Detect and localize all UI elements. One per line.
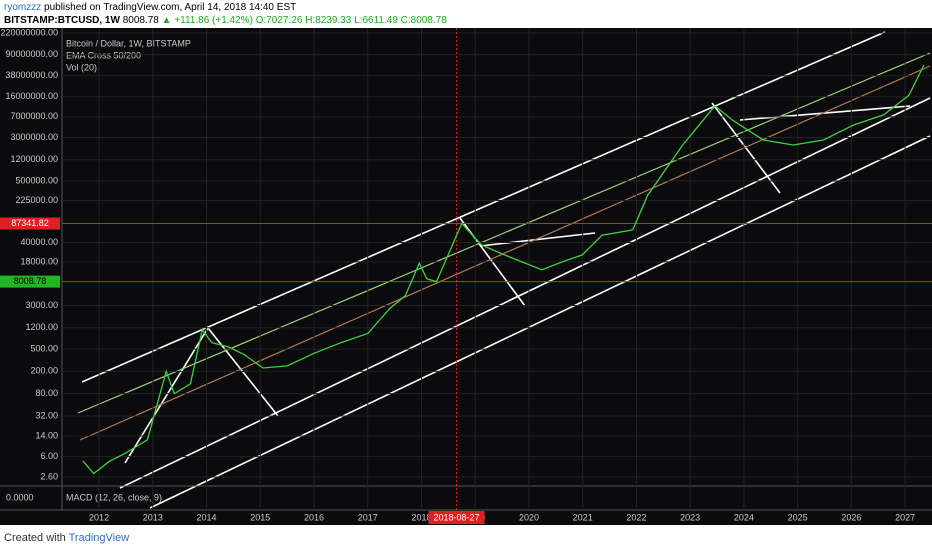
legend-entry: Bitcoin / Dollar, 1W, BITSTAMP (66, 38, 191, 48)
crosshair-date-label: 2018-08-27 (434, 512, 480, 522)
header-line: ryomzzz published on TradingView.com, Ap… (4, 2, 296, 13)
y-tick-label: 7000000.00 (10, 111, 58, 121)
last: 8008.78 (122, 15, 159, 26)
trend-green (77, 52, 931, 414)
y-tick-label: 18000.00 (20, 256, 58, 266)
x-tick-label: 2022 (626, 512, 646, 522)
y-tick-label: 225000.00 (15, 195, 58, 205)
y-tick-label: 500000.00 (15, 175, 58, 185)
channel-low (149, 135, 931, 509)
change-value: +111.86 (+1.42%) (174, 15, 253, 26)
footer: Created with TradingView (4, 532, 129, 544)
y-tick-label: 220000000.00 (0, 28, 58, 37)
x-tick-label: 2027 (895, 512, 915, 522)
x-tick-label: 2023 (680, 512, 700, 522)
y-tick-label: 2.60 (40, 471, 58, 481)
y-tick-label: 1200.00 (25, 322, 58, 332)
x-tick-label: 2014 (197, 512, 217, 522)
y-tick-label: 14.00 (35, 430, 58, 440)
x-tick-label: 2016 (304, 512, 324, 522)
symbol: BITSTAMP:BTCUSD, 1W (4, 15, 120, 26)
y-tick-label: 3000.00 (25, 300, 58, 310)
x-tick-label: 2025 (788, 512, 808, 522)
y-tick-label: 6.00 (40, 451, 58, 461)
last-price-label: 8008.78 (14, 276, 47, 286)
swing (479, 232, 596, 247)
open: O:7027.26 (255, 15, 303, 26)
y-tick-label: 38000000.00 (5, 70, 58, 80)
crosshair-price-label: 87341.82 (11, 218, 49, 228)
y-tick-label: 40000.00 (20, 237, 58, 247)
channel-mid (119, 97, 931, 489)
change: ▲ +111.86 (+1.42%) (161, 15, 253, 26)
price-line (82, 64, 925, 475)
swing (124, 327, 209, 464)
date-box (428, 511, 485, 524)
legend-entry: EMA Cross 50/200 (66, 50, 141, 60)
y-tick-label: 3000000.00 (10, 132, 58, 142)
high: H:8239.33 (305, 15, 352, 26)
header-quote: BITSTAMP:BTCUSD, 1W 8008.78 ▲ +111.86 (+… (4, 15, 447, 26)
created: Created with (4, 532, 66, 544)
macd-label: MACD (12, 26, close, 9) (66, 492, 162, 502)
brand: TradingView (68, 532, 130, 544)
x-tick-label: 2018 (411, 512, 431, 522)
chart: Bitcoin / Dollar, 1W, BITSTAMP EMA Cross… (0, 28, 932, 525)
y-tick-label: 1200000.00 (10, 154, 58, 164)
macd-zero: 0.0000 (6, 492, 34, 502)
y-tick-label: 500.00 (30, 343, 58, 353)
legend-entry: Vol (20) (66, 62, 97, 72)
x-tick-label: 2013 (143, 512, 163, 522)
y-tick-label: 90000000.00 (5, 49, 58, 59)
x-tick-label: 2020 (519, 512, 539, 522)
trend-brown (79, 65, 931, 441)
published: published on TradingView.com, April 14, … (44, 2, 297, 13)
y-tick-label: 16000000.00 (5, 91, 58, 101)
low: L:6611.49 (354, 15, 398, 26)
close: C:8008.78 (400, 15, 447, 26)
y-tick-label: 80.00 (35, 388, 58, 398)
y-tick-label: 32.00 (35, 410, 58, 420)
pane (0, 28, 932, 525)
x-tick-label: 2017 (358, 512, 378, 522)
price-box (0, 275, 60, 288)
x-tick-label: 2012 (89, 512, 109, 522)
y-tick-label: 200.00 (30, 366, 58, 376)
channel-top (81, 31, 886, 383)
x-tick-label: 2015 (250, 512, 270, 522)
x-tick-label: 2026 (841, 512, 861, 522)
x-tick-label: 2021 (573, 512, 593, 522)
price-box (0, 217, 60, 230)
swing (711, 102, 781, 194)
author: ryomzzz (4, 2, 42, 13)
swing (207, 327, 279, 417)
swing (739, 105, 911, 121)
x-tick-label: 2024 (734, 512, 754, 522)
